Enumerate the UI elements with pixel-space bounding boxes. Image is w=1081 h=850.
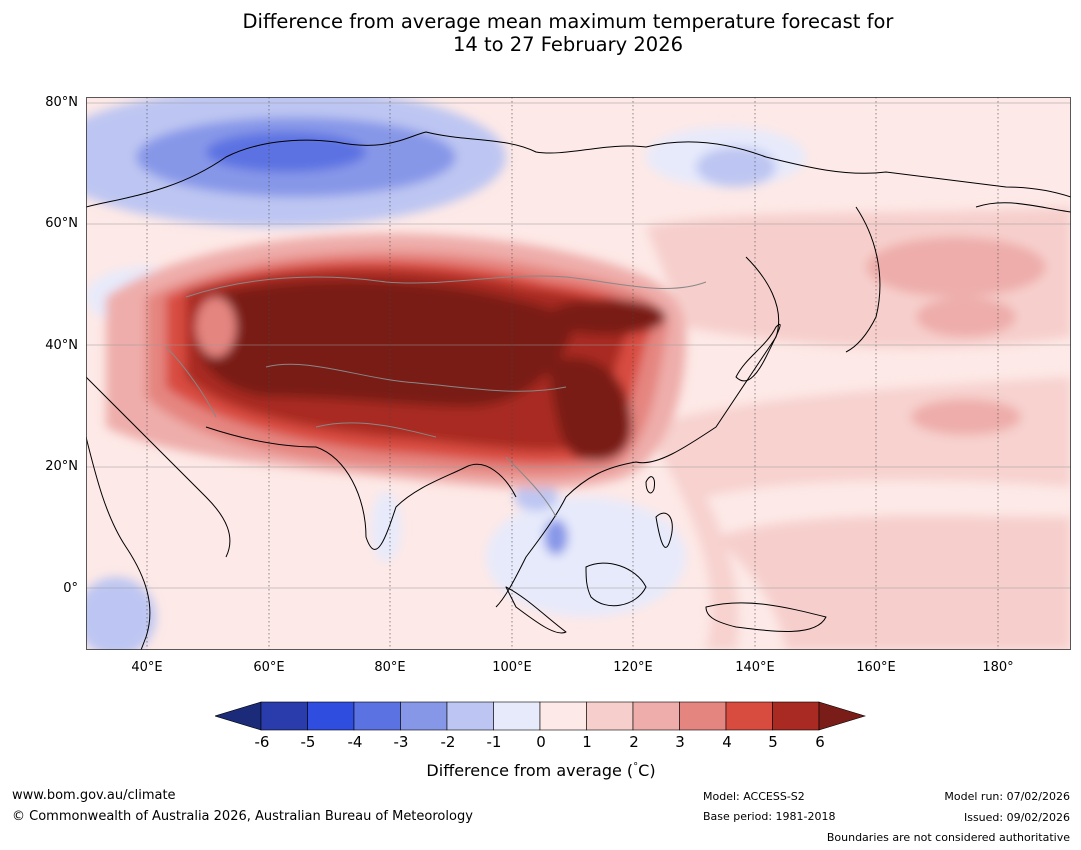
colorbar-tick: -1 [486,733,502,751]
colorbar-label-degree: ° [633,761,639,773]
lon-label-40e: 40°E [131,660,163,675]
lat-label-equator: 0° [63,581,78,596]
colorbar-cell [539,701,587,731]
colorbar-tick: 3 [675,733,685,751]
colorbar-tick: -5 [300,733,316,751]
colorbar-cell [772,701,820,731]
title-line-2: 14 to 27 February 2026 [452,33,684,56]
colorbar-cell [353,701,401,731]
lon-label-180: 180° [982,660,1014,675]
base-period: Base period: 1981-2018 [703,810,836,823]
colorbar-cell [586,701,634,731]
japan [735,324,781,382]
colorbar-extend-low [215,701,262,731]
colorbar-cell [493,701,541,731]
kamchatka-coast [845,206,881,353]
lat-label-20n: 20°N [45,459,78,474]
meridian-lines [146,97,999,650]
colorbar-cell [446,701,494,731]
website-link[interactable]: www.bom.gov.au/climate [12,788,176,803]
colorbar-tick: 6 [815,733,825,751]
siberia-warm-core [866,237,1046,297]
arabia-coast [86,376,231,558]
colorbar-tick: 2 [629,733,639,751]
issued-date: Issued: 09/02/2026 [963,811,1070,824]
colorbar-cell [679,701,727,731]
colorbar-cell [307,701,355,731]
lon-label-60e: 60°E [253,660,285,675]
grid-lines [86,102,1071,589]
colorbar-tick: -4 [347,733,363,751]
boundaries-disclaimer: Boundaries are not considered authoritat… [826,831,1070,844]
colorbar-tick: -3 [393,733,409,751]
coastlines [86,131,1071,650]
africa-coast [86,436,151,650]
lon-label-100e: 100°E [492,660,532,675]
borneo [585,562,647,607]
anomaly-fields [86,97,1071,650]
lat-label-40n: 40°N [45,338,78,353]
central-asia-hot-core [196,280,573,407]
arctic-coast [86,131,1071,208]
model-run-date: Model run: 07/02/2026 [944,790,1070,803]
philippines [655,512,673,548]
map-title: Difference from average mean maximum tem… [0,10,1081,56]
colorbar-extend-high [818,701,866,731]
lon-label-160e: 160°E [856,660,896,675]
model-name: Model: ACCESS-S2 [703,790,805,803]
taiwan [645,476,655,494]
colorbar-label-unit: C) [638,761,656,780]
indochina-cool [486,497,686,617]
colorbar-label: Difference from average (°C) [350,761,732,780]
alaska-coast [975,202,1071,213]
lat-label-80n: 80°N [45,95,78,110]
colorbar-cell [260,701,308,731]
copyright-text: © Commonwealth of Australia 2026, Austra… [12,809,473,824]
country-borders [165,275,707,518]
colorbar-label-text: Difference from average ( [426,761,634,780]
colorbar-tick: 4 [722,733,732,751]
new-guinea [705,602,827,632]
colorbar-tick: 5 [768,733,778,751]
sumatra [505,586,567,634]
colorbar-cell [400,701,448,731]
colorbar-tick: -6 [254,733,270,751]
pacific-warm-core [911,399,1021,435]
colorbar-cell [632,701,680,731]
lon-label-80e: 80°E [374,660,406,675]
lon-label-140e: 140°E [735,660,775,675]
southern-china-hot-core [546,357,632,461]
lat-label-60n: 60°N [45,216,78,231]
lon-label-120e: 120°E [613,660,653,675]
anomaly-map [86,97,1071,650]
colorbar-tick: 0 [536,733,546,751]
colorbar-tick: 1 [582,733,592,751]
south-asia-coast [205,426,517,550]
title-line-1: Difference from average mean maximum tem… [242,10,894,33]
colorbar [215,701,866,731]
colorbar-tick: -2 [440,733,456,751]
colorbar-cell [725,701,773,731]
